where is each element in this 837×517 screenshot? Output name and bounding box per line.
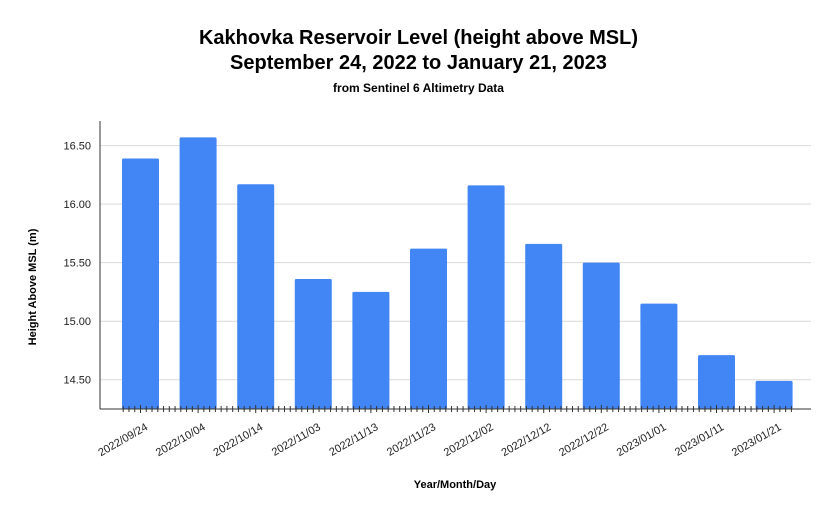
x-tick-label: 2022/10/04 — [154, 421, 208, 459]
x-tick-label: 2023/01/21 — [730, 421, 784, 459]
y-tick-label: 16.00 — [63, 199, 91, 211]
gridlines — [100, 145, 811, 381]
y-tick-label: 15.00 — [63, 316, 91, 328]
bar — [352, 291, 390, 409]
chart-date-range: September 24, 2022 to January 21, 2023 — [230, 52, 607, 74]
bar — [237, 184, 275, 409]
x-tick-label: 2023/01/01 — [615, 421, 669, 459]
bars — [122, 137, 793, 409]
x-tick-label: 2022/11/13 — [327, 421, 380, 459]
y-axis-label: Height Above MSL (m) — [27, 228, 39, 345]
bar — [122, 158, 159, 409]
x-tick-label: 2022/12/12 — [500, 421, 554, 459]
axes — [99, 121, 811, 410]
x-tick-label: 2022/09/24 — [96, 421, 150, 459]
bar — [582, 262, 620, 409]
bar — [640, 303, 678, 409]
bar — [467, 185, 505, 409]
chart-title: Kakhovka Reservoir Level (height above M… — [198, 27, 639, 49]
bar — [410, 248, 447, 409]
x-tick-label: 2022/11/23 — [385, 421, 438, 459]
bar — [525, 243, 563, 409]
x-axis-minor-ticks — [122, 405, 792, 413]
x-tick-label: 2022/11/03 — [270, 421, 323, 459]
x-tick-label: 2023/01/11 — [673, 421, 726, 459]
x-axis-label: Year/Month/Day — [414, 479, 497, 491]
y-tick-labels: 14.50 15.00 15.50 16.00 16.50 — [63, 141, 91, 387]
y-tick-label: 16.50 — [63, 141, 91, 153]
x-tick-label: 2022/12/22 — [557, 421, 611, 459]
x-tick-labels: 2022/09/24 2022/10/04 2022/10/14 2022/11/03… — [96, 421, 783, 459]
x-tick-label: 2022/10/14 — [212, 421, 266, 459]
y-tick-label: 15.50 — [63, 258, 91, 270]
bar — [294, 279, 332, 409]
chart-subtitle: from Sentinel 6 Altimetry Data — [333, 81, 504, 95]
bar — [179, 137, 217, 409]
y-tick-label: 14.50 — [63, 375, 91, 387]
x-tick-label: 2022/12/02 — [442, 421, 496, 459]
bar — [698, 355, 735, 409]
bar — [755, 380, 793, 409]
